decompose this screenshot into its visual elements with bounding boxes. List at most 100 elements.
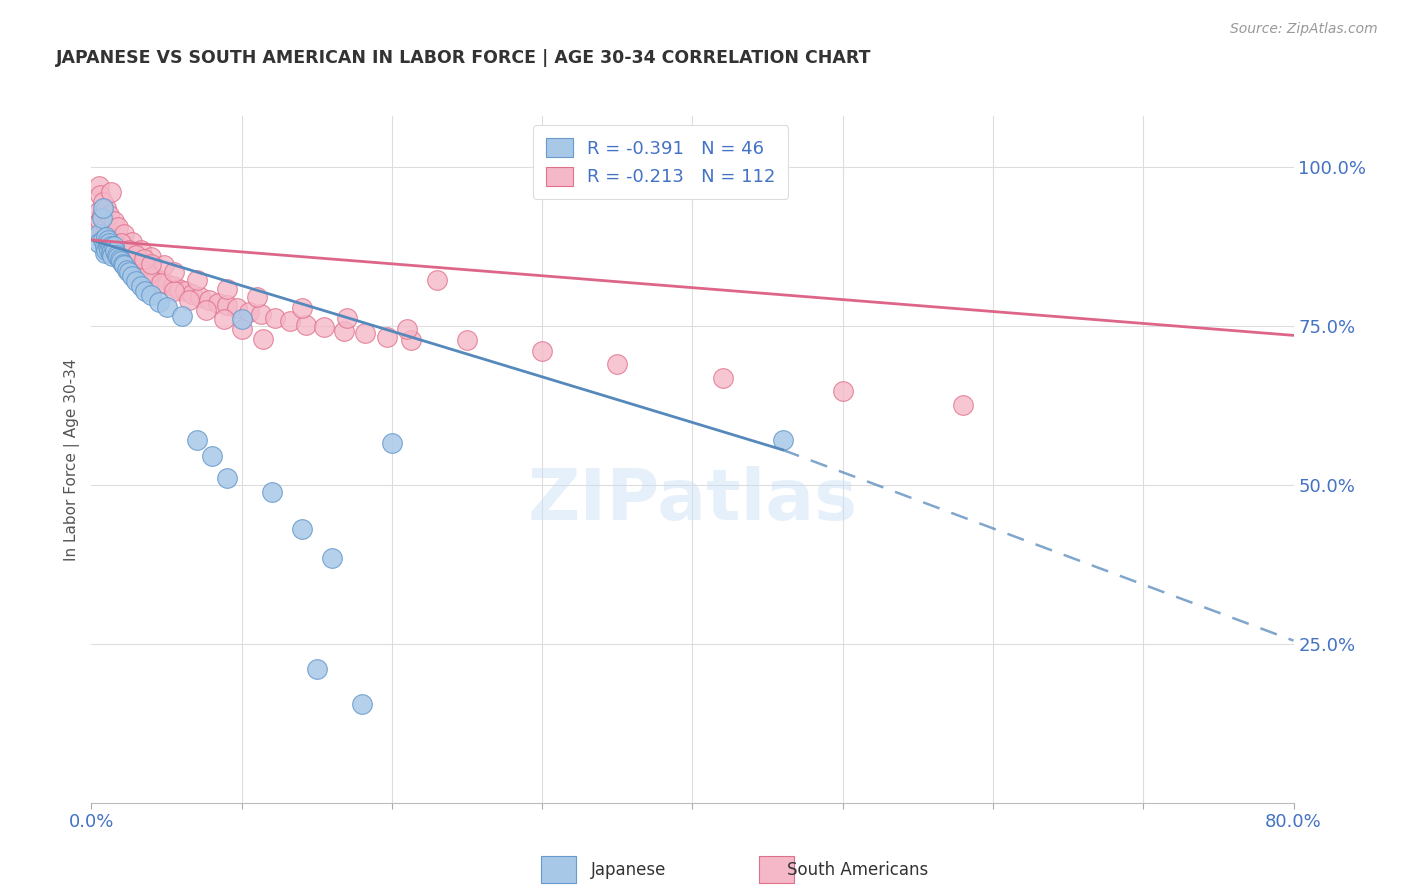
Point [186,434,208,448]
Point [101,243,124,257]
Point [381,436,404,450]
Point [148,294,170,309]
Point [170,310,193,324]
Point [456,333,478,347]
Point [108,250,131,264]
Point [141,256,163,270]
Point [110,245,132,260]
Point [122,255,145,269]
Point [177,293,200,308]
Point [295,318,318,332]
Point [215,282,238,296]
Point [94,239,117,253]
Point [149,276,172,290]
Point [103,244,125,258]
Point [354,326,377,341]
Point [98,239,121,253]
Point [93,194,115,209]
Point [96,201,118,215]
Point [118,250,141,264]
Point [93,233,115,247]
Point [121,254,143,268]
Point [426,273,449,287]
Point [89,188,111,202]
Point [231,322,253,336]
Point [155,277,177,292]
Point [87,223,110,237]
Point [215,298,238,312]
Point [149,274,172,288]
Point [110,254,132,268]
Text: ZIPatlas: ZIPatlas [527,467,858,535]
Point [107,250,129,264]
Point [152,259,174,273]
Point [252,332,274,346]
Point [125,247,148,261]
Point [110,236,132,251]
Point [90,227,112,241]
Point [107,241,129,255]
Y-axis label: In Labor Force | Age 30-34: In Labor Force | Age 30-34 [65,358,80,561]
Point [111,256,134,270]
Point [155,300,177,314]
Point [100,186,122,200]
Point [201,449,224,463]
Point [96,220,118,235]
Point [94,217,117,231]
Point [103,239,125,253]
Point [118,250,141,264]
Point [207,296,229,310]
Point [163,265,186,279]
Point [197,293,219,308]
Point [831,384,853,398]
Point [260,485,283,500]
Point [103,214,125,228]
Point [117,263,139,277]
Point [98,243,121,257]
Point [167,282,190,296]
Point [181,287,204,301]
Point [94,245,117,260]
Point [107,220,129,235]
Text: Source: ZipAtlas.com: Source: ZipAtlas.com [1230,22,1378,37]
Point [114,259,136,273]
Point [128,260,150,275]
Point [125,256,148,270]
Point [111,247,134,261]
Point [395,322,418,336]
Point [96,243,118,257]
Point [291,301,314,315]
Point [145,271,167,285]
Point [96,229,118,244]
Point [772,434,794,448]
Point [131,263,153,277]
Point [246,290,269,304]
Point [129,279,152,293]
Point [314,320,336,334]
Point [134,284,156,298]
Point [134,265,156,279]
Point [87,178,110,193]
Point [162,279,184,293]
Point [107,249,129,263]
Point [110,252,132,266]
Point [127,259,149,273]
Point [118,265,141,279]
Point [94,233,117,247]
Point [87,227,110,241]
Point [212,312,235,326]
Point [606,357,628,371]
Point [401,333,423,347]
Point [114,247,136,261]
Point [118,243,141,257]
Point [104,237,127,252]
Point [90,208,112,222]
Text: Japanese: Japanese [591,861,666,879]
Text: JAPANESE VS SOUTH AMERICAN IN LABOR FORCE | AGE 30-34 CORRELATION CHART: JAPANESE VS SOUTH AMERICAN IN LABOR FORC… [56,49,872,67]
Point [105,247,128,261]
Point [138,267,160,281]
Point [104,245,127,260]
Point [188,290,211,304]
Point [110,244,132,258]
Legend: R = -0.391   N = 46, R = -0.213   N = 112: R = -0.391 N = 46, R = -0.213 N = 112 [533,125,789,199]
